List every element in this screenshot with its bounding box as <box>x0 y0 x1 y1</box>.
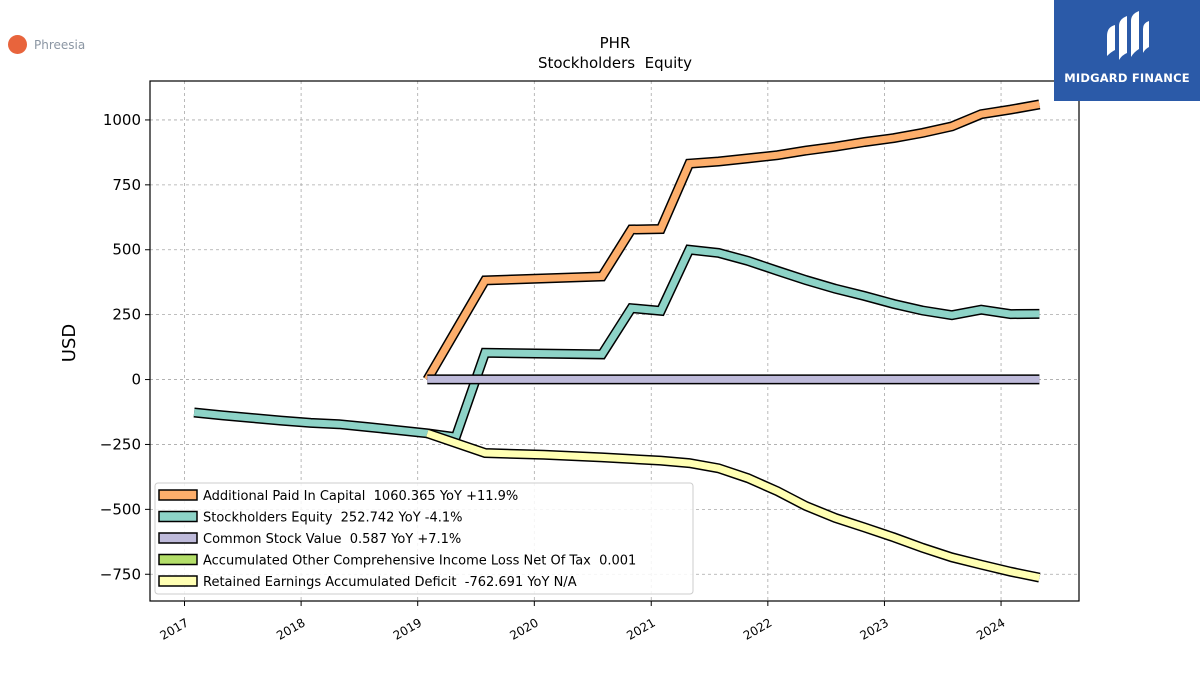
legend-swatch <box>158 575 198 587</box>
midgard-logo-icon <box>1107 11 1149 60</box>
x-tick-label: 2020 <box>507 615 540 642</box>
y-tick-label: 1000 <box>103 111 141 129</box>
legend-label: Additional Paid In Capital 1060.365 YoY … <box>203 489 518 504</box>
x-tick-label: 2019 <box>391 615 424 642</box>
legend-swatch <box>158 489 198 501</box>
legend: Additional Paid In Capital 1060.365 YoY … <box>154 482 694 595</box>
y-tick-label: 250 <box>112 306 141 324</box>
series-line-stockholders-equity-outline <box>193 244 1040 443</box>
legend-label: Retained Earnings Accumulated Deficit -7… <box>203 575 577 590</box>
x-tick-label: 2018 <box>274 615 307 642</box>
legend-swatch <box>158 510 198 523</box>
brand-name: MIDGARD FINANCE <box>1064 71 1190 85</box>
legend-swatch <box>158 532 198 544</box>
company-name: Phreesia <box>34 37 86 52</box>
y-tick-label: 0 <box>131 371 141 389</box>
y-tick-label: 500 <box>112 241 141 259</box>
y-tick-label: −750 <box>100 565 141 583</box>
series-lines <box>193 99 1041 583</box>
legend-box <box>154 482 694 595</box>
x-tick-label: 2017 <box>158 615 191 642</box>
series-line-additional-paid-in-capital <box>424 100 1041 382</box>
company-logo: Phreesia <box>8 35 85 54</box>
y-tick-label: −500 <box>100 500 141 518</box>
brand-logo: MIDGARD FINANCE <box>1054 0 1200 101</box>
series-line-stockholders-equity <box>193 245 1040 442</box>
x-tick-label: 2021 <box>624 615 657 642</box>
y-tick-label: 750 <box>112 176 141 194</box>
legend-label: Stockholders Equity 252.742 YoY -4.1% <box>203 511 463 526</box>
chart-subtitle: Stockholders Equity <box>538 54 692 72</box>
x-tick-label: 2024 <box>974 615 1007 642</box>
x-tick-label: 2022 <box>741 615 774 642</box>
plot-frame <box>149 80 1080 602</box>
company-logo-dot-icon <box>8 35 27 54</box>
y-tick-label: −250 <box>100 435 141 453</box>
legend-label: Common Stock Value 0.587 YoY +7.1% <box>203 532 461 547</box>
series-line-additional-paid-in-capital-outline <box>422 99 1041 383</box>
chart-title: PHR <box>600 34 631 52</box>
legend-label: Accumulated Other Comprehensive Income L… <box>203 554 636 569</box>
x-tick-label: 2023 <box>857 615 890 642</box>
legend-swatch <box>158 553 198 566</box>
y-axis-label: USD <box>59 324 80 362</box>
series-line-retained-earnings-accumulated-deficit <box>426 429 1041 582</box>
